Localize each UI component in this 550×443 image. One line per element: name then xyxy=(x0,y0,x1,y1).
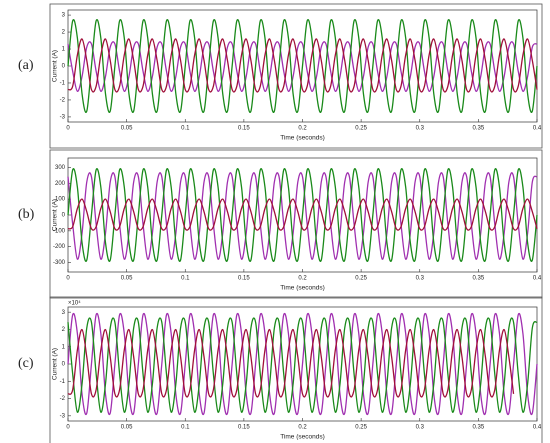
panel-label: (b) xyxy=(18,207,35,222)
plot-area: -300 -200 -100 0 100 200 300 0 0.05 0.1 0.15 0.2 0.2… xyxy=(52,157,542,292)
x-tick-label: 0.4 xyxy=(533,425,542,431)
x-tick-label: 0.1 xyxy=(181,425,190,431)
x-tick-label: 0.3 xyxy=(416,126,425,132)
panel-frame xyxy=(49,3,543,149)
panel-frame xyxy=(49,296,543,443)
y-tick-label: 1 xyxy=(62,47,66,53)
y-tick-label: -3 xyxy=(60,114,66,120)
current-line xyxy=(67,172,538,260)
x-tick-label: 0.05 xyxy=(121,425,133,431)
plot-area: -3 -2 -1 0 1 2 3 0 0.05 0.1 0.15 0.2 0.25 0.3 0.35 0.4 C… xyxy=(52,300,542,441)
y-tick-label: -100 xyxy=(53,228,66,234)
y-tick-label: 100 xyxy=(55,197,66,203)
y-tick-label: 0 xyxy=(62,64,66,70)
y-tick-label: 2 xyxy=(62,327,66,333)
panel-frame xyxy=(49,149,543,299)
x-tick-label: 0.3 xyxy=(416,276,425,282)
panel-label: (a) xyxy=(18,58,34,73)
current-line xyxy=(67,19,538,113)
x-tick-label: 0 xyxy=(66,126,70,132)
x-tick-label: 0.2 xyxy=(298,126,307,132)
x-tick-label: 0.25 xyxy=(355,425,367,431)
y-tick-label: -1 xyxy=(60,379,66,385)
x-tick-label: 0 xyxy=(66,276,70,282)
x-tick-label: 0.2 xyxy=(298,276,307,282)
x-tick-label: 0.15 xyxy=(238,425,250,431)
y-axis-label: Current (A) xyxy=(52,50,59,82)
x-tick-label: 0 xyxy=(66,425,70,431)
y-tick-label: 1 xyxy=(62,344,66,350)
y-tick-label: -1 xyxy=(60,81,66,87)
x-tick-label: 0.05 xyxy=(121,276,133,282)
current-line xyxy=(67,41,538,92)
y-axis-label: Current (A) xyxy=(52,199,59,231)
x-tick-label: 0.35 xyxy=(473,276,485,282)
y-axis-label: Current (A) xyxy=(52,348,59,380)
current-line xyxy=(67,328,515,398)
y-tick-label: -200 xyxy=(53,244,66,250)
y-tick-label: 0 xyxy=(62,362,66,368)
x-axis-label: Time (seconds) xyxy=(280,135,325,142)
y-tick-label: -2 xyxy=(60,98,66,104)
y-tick-label: 2 xyxy=(62,30,66,36)
x-tick-label: 0.15 xyxy=(238,126,250,132)
x-tick-label: 0.4 xyxy=(533,126,542,132)
y-tick-label: 3 xyxy=(62,13,66,19)
x-tick-label: 0.4 xyxy=(533,276,542,282)
x-tick-label: 0.1 xyxy=(181,126,190,132)
y-tick-label: -300 xyxy=(53,260,66,266)
plot-area: -3 -2 -1 0 1 2 3 0 0.05 0.1 0.15 0.2 0.25 0.3 0.35 0.4 C… xyxy=(52,9,542,142)
current-line xyxy=(67,312,538,416)
x-tick-label: 0.05 xyxy=(121,126,133,132)
x-tick-label: 0.25 xyxy=(355,126,367,132)
current-line xyxy=(67,38,538,93)
current-line xyxy=(67,317,538,413)
current-line xyxy=(67,198,538,231)
x-axis-label: Time (seconds) xyxy=(280,434,325,441)
y-tick-label: 0 xyxy=(62,213,66,219)
y-tick-label: 300 xyxy=(55,165,66,171)
panel-label: (c) xyxy=(18,356,34,371)
y-tick-label: -3 xyxy=(60,413,66,419)
y-tick-label: 3 xyxy=(62,310,66,316)
y-tick-label: 200 xyxy=(55,181,66,187)
x-tick-label: 0.15 xyxy=(238,276,250,282)
y-tick-label: -2 xyxy=(60,396,66,402)
x-axis-label: Time (seconds) xyxy=(280,285,325,292)
x-tick-label: 0.25 xyxy=(355,276,367,282)
x-tick-label: 0.35 xyxy=(473,126,485,132)
x-tick-label: 0.1 xyxy=(181,276,190,282)
x-tick-label: 0.3 xyxy=(416,425,425,431)
x-tick-label: 0.2 xyxy=(298,425,307,431)
current-line xyxy=(67,168,538,262)
x-tick-label: 0.35 xyxy=(473,425,485,431)
y-exponent: ×10⁴ xyxy=(68,300,81,307)
